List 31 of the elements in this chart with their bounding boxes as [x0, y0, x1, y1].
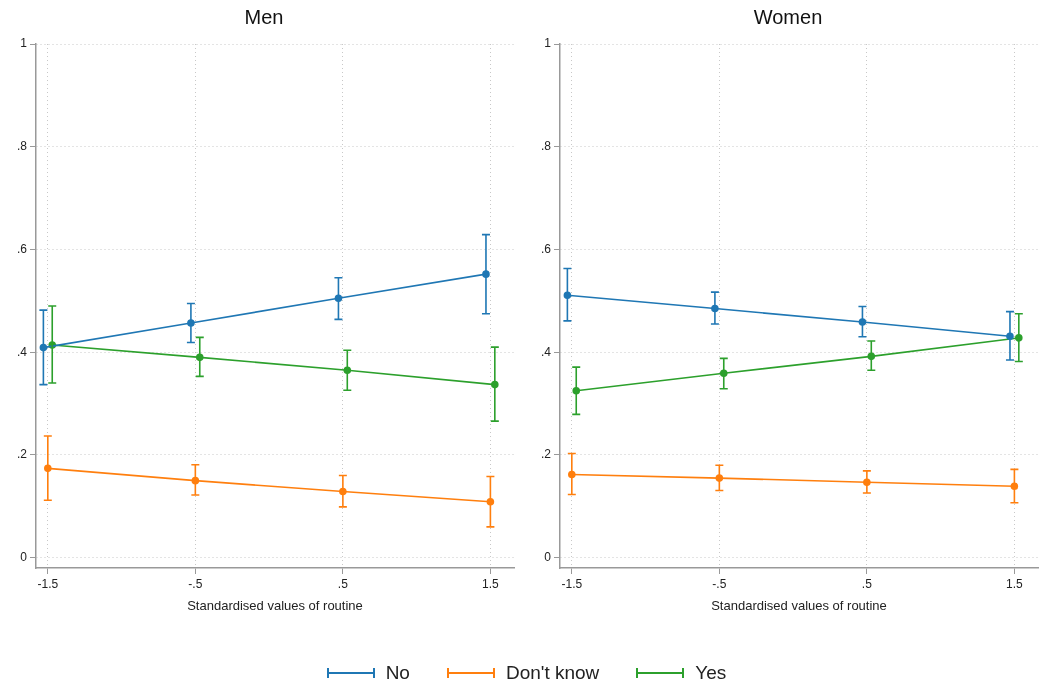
y-tick-label: .6	[16, 241, 28, 256]
y-tick-label: 0	[544, 550, 552, 565]
x-axis-title: Standardised values of routine	[711, 597, 887, 613]
point	[486, 497, 495, 506]
y-tick-label: .2	[540, 447, 552, 462]
y-tick-label: .4	[540, 344, 552, 359]
x-tick-label: -.5	[188, 576, 203, 591]
y-tick-label: .6	[540, 241, 552, 256]
x-tick-label: .5	[337, 576, 349, 591]
point	[858, 318, 867, 326]
legend-label: Yes	[695, 662, 727, 684]
x-tick-label: -1.5	[561, 576, 583, 591]
x-tick-label: -.5	[712, 576, 727, 591]
x-tick-label: 1.5	[1006, 576, 1024, 591]
x-axis-title: Standardised values of routine	[187, 597, 363, 613]
chart-title: Women	[753, 5, 823, 28]
point	[191, 476, 200, 485]
x-tick-label: 1.5	[482, 576, 500, 591]
chart-title: Men	[244, 5, 284, 28]
y-tick-label: 1	[544, 36, 552, 51]
legend-label: No	[385, 662, 410, 684]
y-tick-label: .4	[16, 344, 28, 359]
x-tick-label: .5	[861, 576, 873, 591]
y-tick-label: .8	[540, 139, 552, 154]
legend-label: Don't know	[505, 662, 600, 684]
y-tick-label: 0	[20, 550, 28, 565]
y-tick-label: 1	[20, 36, 28, 51]
y-tick-label: .8	[16, 139, 28, 154]
y-tick-label: .2	[16, 447, 28, 462]
x-tick-label: -1.5	[37, 576, 59, 591]
point	[715, 474, 724, 482]
